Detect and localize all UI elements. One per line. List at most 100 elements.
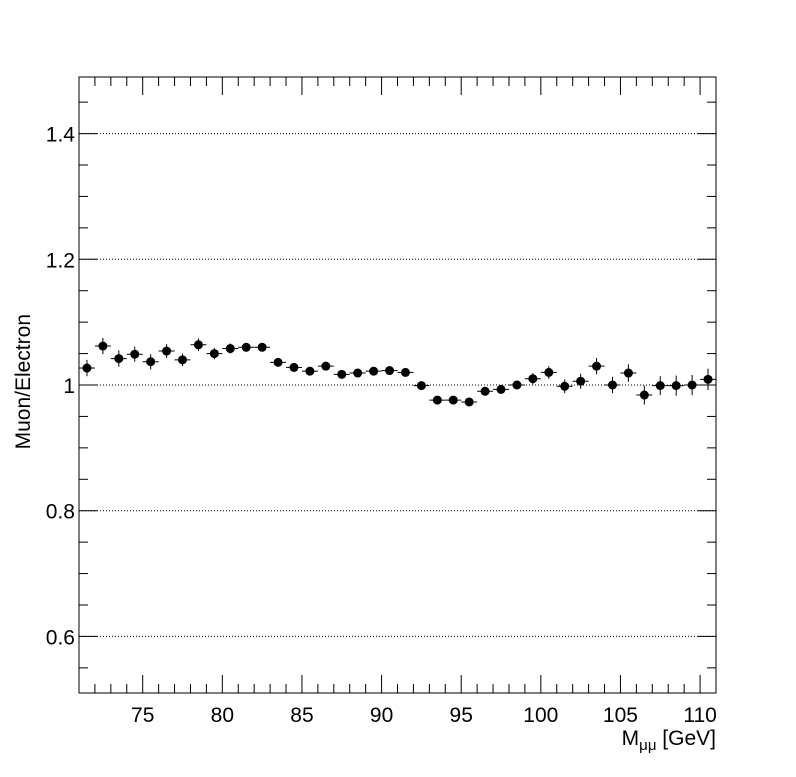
data-marker [639, 390, 649, 400]
data-point [429, 395, 446, 405]
data-point [556, 379, 573, 394]
x-tick-label: 80 [211, 704, 234, 727]
data-marker [496, 384, 506, 394]
y-tick-label: 0.6 [46, 626, 75, 649]
y-tick-label: 1.4 [46, 124, 76, 147]
data-point [700, 368, 716, 391]
data-point [524, 373, 541, 385]
data-point [365, 366, 382, 376]
axis-ticks [78, 77, 717, 693]
data-point [174, 353, 191, 367]
data-marker [178, 355, 188, 365]
data-marker [544, 367, 554, 377]
data-point [238, 342, 255, 352]
data-marker [560, 381, 570, 391]
data-marker [480, 386, 490, 396]
y-tick-label: 1.2 [46, 249, 75, 272]
data-marker [162, 346, 172, 356]
data-marker [528, 374, 538, 384]
data-point [79, 359, 95, 377]
x-axis-title-subscript: μμ [639, 737, 656, 754]
data-marker [623, 368, 633, 378]
data-point [349, 368, 366, 378]
data-point [142, 354, 159, 370]
data-marker [592, 361, 602, 371]
data-marker [512, 380, 522, 390]
data-marker [337, 369, 347, 379]
data-point [477, 386, 494, 396]
x-tick-label: 110 [683, 704, 716, 727]
data-marker [687, 380, 697, 390]
data-point [445, 395, 462, 405]
data-point [94, 337, 111, 355]
x-tick-label: 105 [603, 704, 638, 727]
x-tick-label: 95 [450, 704, 473, 727]
data-point [301, 366, 318, 376]
data-point [620, 364, 637, 382]
data-marker [703, 374, 713, 384]
data-marker [257, 342, 267, 352]
data-point [652, 376, 669, 396]
data-point [684, 374, 701, 396]
data-marker [305, 366, 315, 376]
data-points [79, 337, 716, 407]
data-marker [130, 349, 140, 359]
data-point [190, 338, 207, 352]
data-marker [98, 341, 108, 351]
data-marker [273, 357, 283, 367]
data-marker [385, 366, 395, 376]
data-point [286, 362, 302, 372]
x-tick-label: 75 [131, 704, 154, 727]
data-marker [400, 367, 410, 377]
data-marker [369, 366, 379, 376]
data-point [572, 373, 589, 389]
data-marker [607, 380, 617, 390]
x-axis-title: Mμμ [GeV] [622, 727, 716, 754]
tick-labels: 75 80 85 90 95 100 105 110 0.6 0.8 1 1.2 1.4 [46, 124, 717, 727]
data-point [110, 350, 127, 367]
data-point [413, 381, 430, 391]
data-marker [576, 376, 586, 386]
x-tick-label: 85 [290, 704, 313, 727]
data-marker [114, 354, 124, 364]
data-point [668, 375, 685, 396]
data-point [508, 380, 525, 390]
data-marker [655, 381, 665, 391]
data-point [270, 357, 287, 367]
data-point [206, 347, 223, 360]
x-axis-title-main: M [622, 727, 640, 750]
grid-lines [79, 133, 716, 637]
data-point [604, 376, 621, 394]
y-tick-label: 1 [63, 375, 75, 398]
data-point [397, 367, 414, 377]
data-marker [241, 342, 251, 352]
data-point [333, 369, 350, 379]
data-point [158, 344, 175, 358]
y-tick-label: 0.8 [46, 501, 75, 524]
data-point [588, 357, 605, 375]
data-marker [289, 362, 299, 372]
data-marker [353, 368, 363, 378]
data-point [222, 343, 239, 354]
data-point [493, 384, 509, 394]
data-marker [146, 357, 156, 367]
data-point [317, 361, 334, 371]
data-marker [464, 397, 474, 407]
data-marker [209, 349, 219, 359]
data-marker [432, 395, 442, 405]
data-marker [671, 381, 681, 391]
data-marker [448, 395, 458, 405]
y-axis-title: Muon/Electron [12, 314, 35, 449]
x-tick-label: 100 [523, 704, 558, 727]
data-marker [193, 340, 203, 350]
data-marker [321, 361, 331, 371]
data-point [461, 397, 478, 407]
data-point [540, 366, 557, 379]
data-marker [225, 344, 235, 354]
data-point [254, 342, 271, 352]
x-axis-title-unit: [GeV] [656, 727, 716, 750]
data-marker [416, 381, 426, 391]
data-marker [82, 363, 92, 373]
